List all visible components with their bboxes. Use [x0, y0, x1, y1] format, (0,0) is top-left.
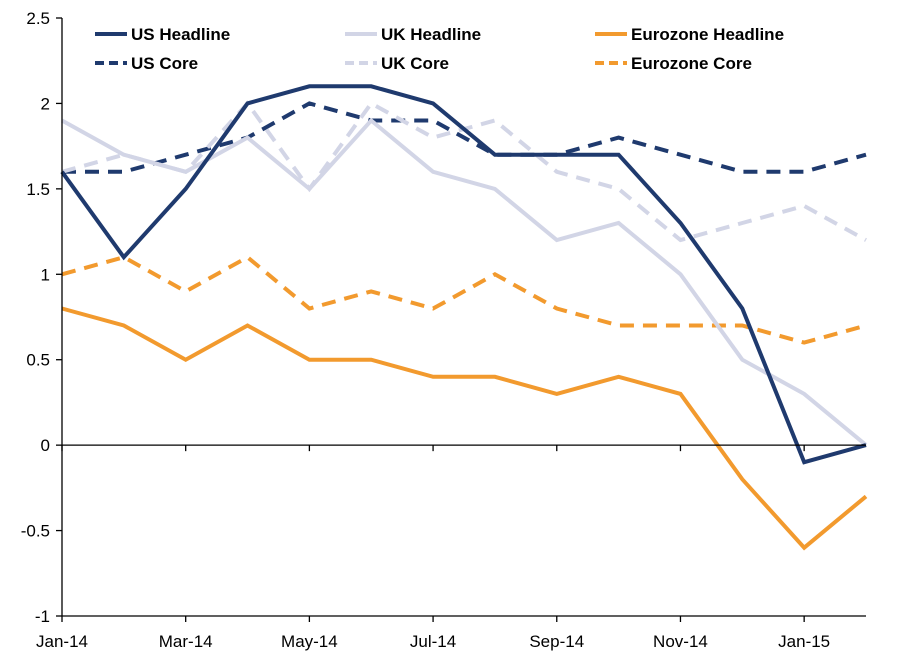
legend: US Headline UK Headline Eurozone Headline U…	[95, 25, 784, 73]
series-line-us-headline	[60, 84, 867, 465]
x-tick-label: May-14	[281, 632, 338, 651]
legend-label-us-core: US Core	[131, 54, 198, 73]
legend-label-uk-headline: UK Headline	[381, 25, 481, 44]
x-tick-label: Nov-14	[653, 632, 708, 651]
series-layer	[60, 84, 868, 551]
x-tick-label: Jan-14	[36, 632, 88, 651]
series-line-eurozone-headline	[61, 306, 868, 551]
series-line-eurozone-core	[61, 254, 867, 345]
legend-label-us-headline: US Headline	[131, 25, 230, 44]
y-tick-label: -1	[35, 607, 50, 626]
series-line-uk-headline	[61, 117, 868, 447]
y-tick-label: 1	[41, 265, 50, 284]
legend-label-uk-core: UK Core	[381, 54, 449, 73]
series-line-us-core	[62, 101, 867, 174]
y-tick-label: 1.5	[26, 180, 50, 199]
x-tick-label: Mar-14	[159, 632, 213, 651]
axes-layer: 2.5 2 1.5 1 0.5 0 -0.5 -1 Jan-14 Mar-14 May-14 Jul-…	[21, 9, 866, 651]
x-tick-label: Jan-15	[778, 632, 830, 651]
y-tick-label: 2.5	[26, 9, 50, 28]
y-tick-label: 0.5	[26, 351, 50, 370]
y-tick-label: 0	[41, 436, 50, 455]
legend-label-eurozone-headline: Eurozone Headline	[631, 25, 784, 44]
x-tick-label: Jul-14	[410, 632, 456, 651]
x-tick-label: Sep-14	[529, 632, 584, 651]
legend-label-eurozone-core: Eurozone Core	[631, 54, 752, 73]
y-tick-label: -0.5	[21, 522, 50, 541]
y-tick-label: 2	[41, 94, 50, 113]
